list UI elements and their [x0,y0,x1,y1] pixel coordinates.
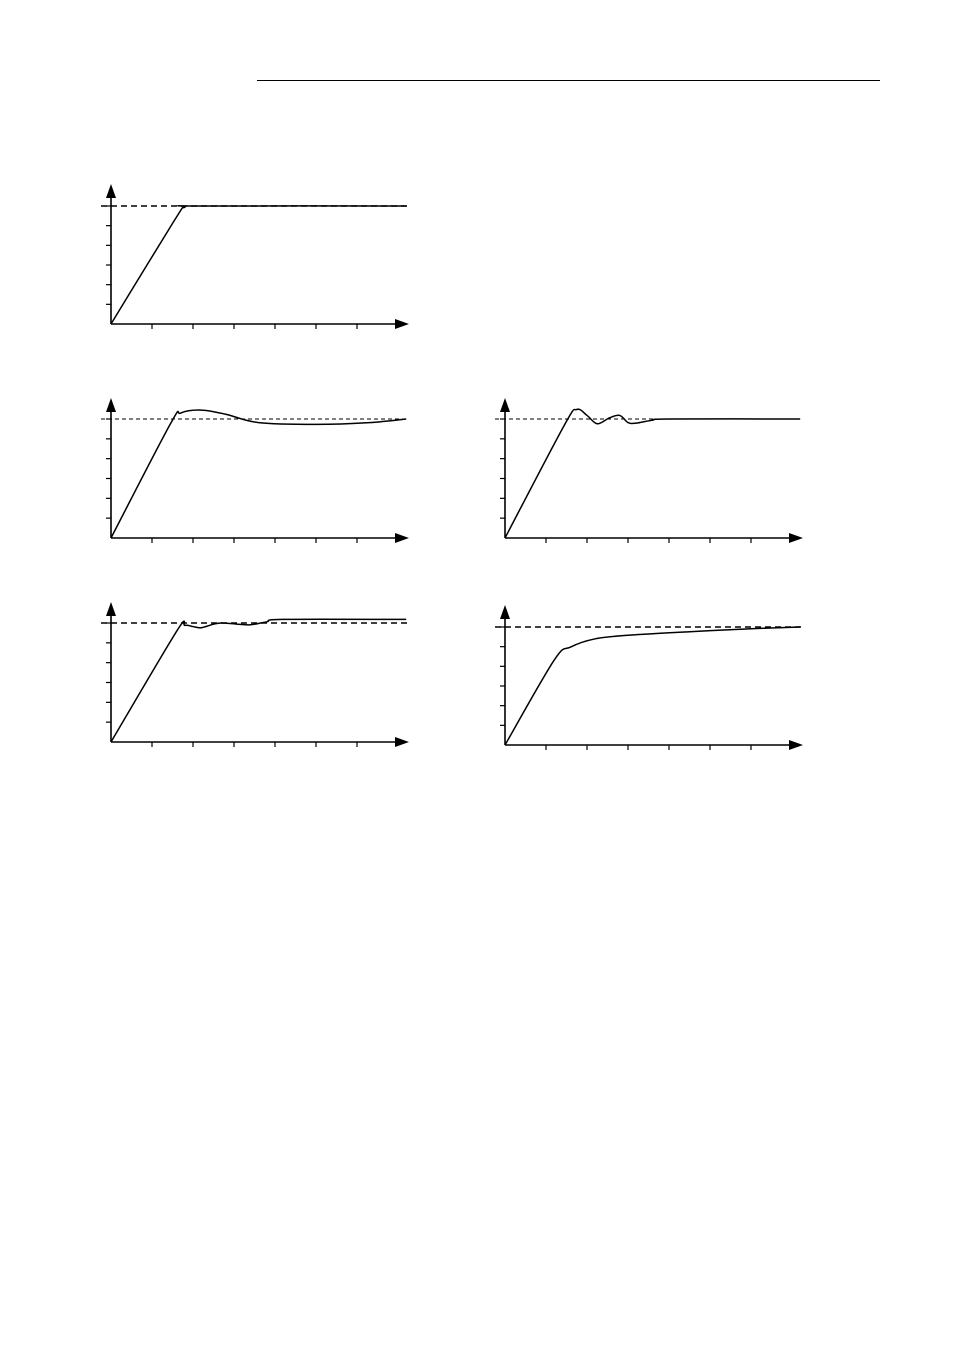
response-curve [504,626,801,746]
x-axis-arrow [395,533,409,543]
response-plot-offset [101,602,409,747]
response-curve [504,408,801,539]
y-axis-arrow [106,184,116,198]
header-rule [257,80,880,81]
y-axis-arrow [106,398,116,412]
response-plot-overshoot [101,398,409,543]
response-curve [110,205,407,325]
y-axis-arrow [500,398,510,412]
x-axis-arrow [395,319,409,329]
y-axis-arrow [500,605,510,619]
x-axis-arrow [395,737,409,747]
response-plot-overdamped [495,605,803,750]
response-curve [110,618,407,743]
x-axis-arrow [789,533,803,543]
response-plot-ideal [101,184,409,329]
response-curve [110,409,407,539]
x-axis-arrow [789,740,803,750]
y-axis-arrow [106,602,116,616]
response-plot-oscillating [495,398,803,543]
